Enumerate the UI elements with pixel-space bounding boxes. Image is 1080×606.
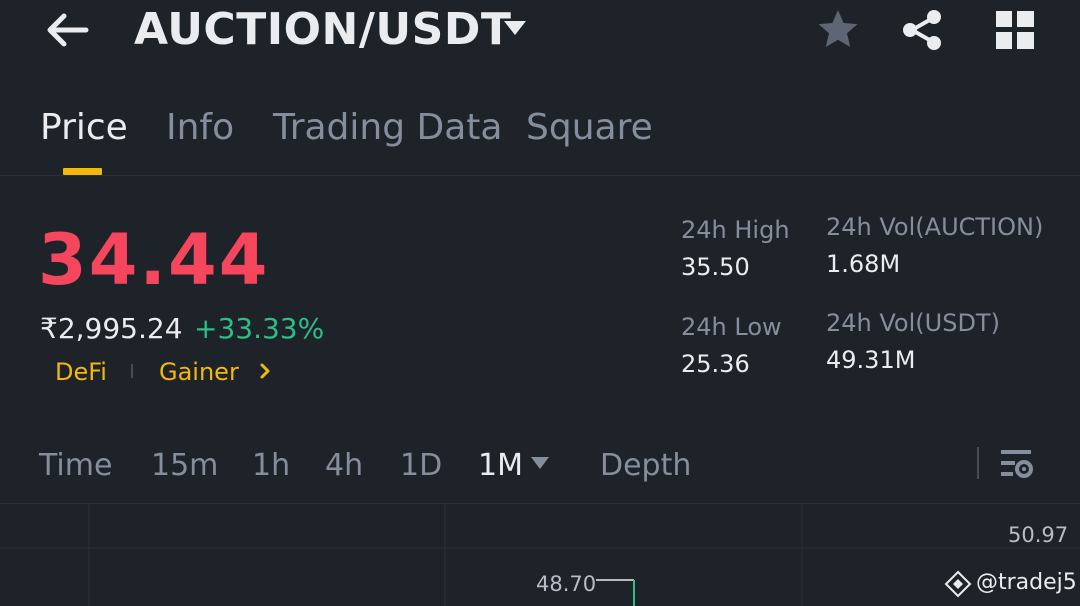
low-value: 25.36 <box>681 350 750 378</box>
watermark-text: @tradej5 <box>976 570 1077 595</box>
tag-gainer[interactable]: Gainer <box>159 358 239 386</box>
pair-title[interactable]: AUCTION/USDT <box>134 4 512 55</box>
price-chart[interactable] <box>0 504 1080 606</box>
star-icon[interactable] <box>816 8 860 50</box>
active-tab-indicator <box>63 168 102 175</box>
chart-settings-icon[interactable] <box>998 448 1034 480</box>
tag-separator <box>131 364 133 378</box>
change-percent: +33.33% <box>194 312 325 345</box>
vol-base-value: 1.68M <box>826 250 901 278</box>
vol-base-label: 24h Vol(AUCTION) <box>826 213 1044 241</box>
tab-square[interactable]: Square <box>526 107 653 148</box>
chevron-down-icon[interactable] <box>503 20 527 36</box>
axis-top-label: 50.97 <box>1008 523 1069 547</box>
share-icon[interactable] <box>900 8 944 52</box>
interval-1h[interactable]: 1h <box>252 448 291 483</box>
tabs-divider <box>0 175 1080 176</box>
back-arrow-icon[interactable] <box>42 10 90 50</box>
watermark-logo-icon <box>944 570 972 598</box>
intervals-divider <box>0 503 1080 504</box>
interval-depth[interactable]: Depth <box>600 448 692 483</box>
last-price: 34.44 <box>38 219 270 301</box>
tab-price[interactable]: Price <box>40 107 128 148</box>
low-label: 24h Low <box>681 313 782 341</box>
interval-divider <box>977 447 979 479</box>
chevron-right-icon[interactable] <box>258 362 272 380</box>
tab-trading-data[interactable]: Trading Data <box>273 107 503 148</box>
high-marker-label: 48.70 <box>536 572 597 596</box>
fiat-price: ₹2,995.24 <box>40 312 183 345</box>
vol-quote-value: 49.31M <box>826 346 916 374</box>
high-value: 35.50 <box>681 253 750 281</box>
grid-icon[interactable] <box>996 11 1034 49</box>
vol-quote-label: 24h Vol(USDT) <box>826 309 1000 337</box>
interval-15m[interactable]: 15m <box>151 448 219 483</box>
high-label: 24h High <box>681 216 790 244</box>
interval-1m[interactable]: 1M <box>478 448 523 483</box>
tag-defi[interactable]: DeFi <box>55 358 107 386</box>
interval-time[interactable]: Time <box>39 448 113 483</box>
tab-info[interactable]: Info <box>166 107 235 148</box>
chevron-down-icon[interactable] <box>530 456 550 470</box>
interval-4h[interactable]: 4h <box>325 448 364 483</box>
interval-1d[interactable]: 1D <box>400 448 443 483</box>
